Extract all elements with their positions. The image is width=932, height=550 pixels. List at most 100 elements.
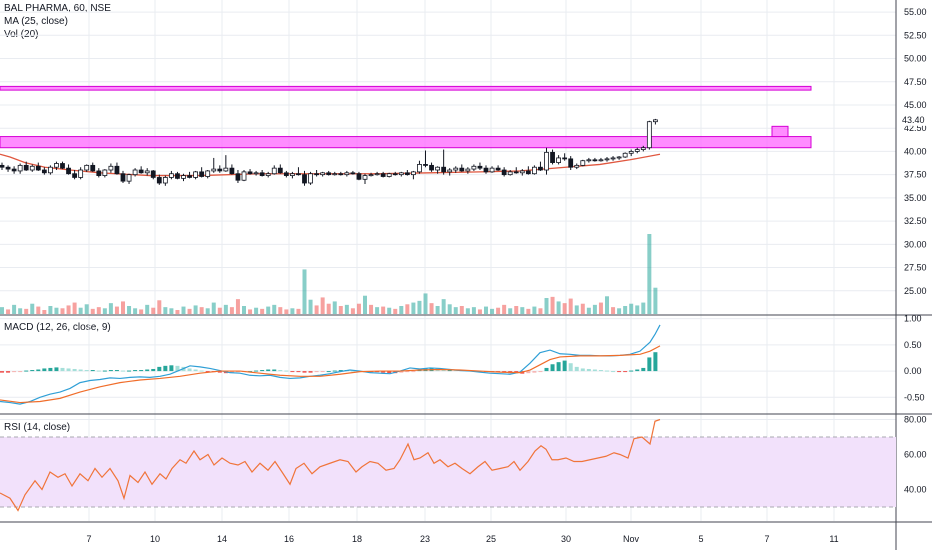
candle-body (501, 169, 507, 176)
macd-hist-bar (272, 369, 277, 372)
macd-hist-bar (78, 369, 83, 372)
candle-body (338, 173, 344, 176)
candle-body (181, 175, 186, 179)
time-tick-label: 30 (561, 534, 571, 544)
volume-bar (217, 307, 222, 314)
volume-bar (423, 293, 428, 314)
candle-body (380, 173, 386, 177)
price-tick-label: 42.50 (904, 123, 927, 133)
volume-bar (278, 307, 283, 314)
volume-bar (562, 303, 567, 314)
candle-body (580, 160, 586, 166)
volume-bar (617, 308, 622, 314)
volume-bar (66, 305, 71, 314)
macd-hist-bar (48, 367, 53, 372)
time-tick-label: 7 (86, 534, 91, 544)
volume-bar (635, 305, 640, 314)
resistance-zone (0, 136, 812, 149)
volume-bar (520, 307, 525, 314)
price-tick-label: 40.00 (904, 146, 927, 156)
volume-bar (453, 307, 458, 314)
candle-body (120, 173, 126, 182)
candle-body (544, 151, 549, 171)
macd-hist-bar (90, 370, 95, 372)
candle-body (29, 165, 35, 171)
macd-hist-bar (598, 370, 603, 372)
volume-bar (308, 299, 313, 314)
volume-bar (538, 308, 543, 314)
macd-hist-bar (229, 371, 234, 373)
rsi-line (0, 418, 661, 512)
volume-bar (405, 304, 410, 314)
volume-bar (623, 306, 628, 314)
volume-bar (229, 307, 234, 314)
candle-body (459, 167, 465, 172)
macd-hist-bar (586, 368, 591, 372)
macd-hist-bar (84, 370, 89, 372)
rsi-tick-label: 60.00 (904, 450, 927, 460)
volume-bar (381, 306, 386, 314)
candle-body (653, 119, 658, 123)
candle-body (423, 164, 428, 166)
candle-body (326, 172, 332, 176)
macd-hist-bar (350, 370, 355, 372)
macd-hist-bar (302, 371, 307, 373)
candle-body (362, 175, 368, 180)
candle-body (392, 173, 398, 176)
macd-hist-bar (151, 368, 156, 372)
candle-body (356, 173, 362, 180)
candle-body (211, 168, 217, 172)
price-tick-label: 35.00 (904, 193, 927, 203)
macd-hist-bar (266, 369, 271, 372)
macd-hist-bar (326, 371, 331, 373)
legend-rsi: RSI (14, close) (4, 422, 71, 433)
macd-hist-bar (544, 367, 549, 372)
legend-symbol: BAL PHARMA, 60, NSE (4, 3, 111, 14)
candle-body (259, 172, 265, 176)
price-tick-label: 27.50 (904, 263, 927, 273)
candle-body (622, 152, 628, 158)
macd-hist-bar (550, 364, 555, 372)
candle-body (410, 171, 416, 176)
macd-hist-bar (568, 363, 573, 372)
volume-bar (266, 306, 271, 314)
candle-body (193, 171, 199, 178)
volume-bar (417, 300, 422, 314)
candle-body (465, 168, 471, 172)
volume-bar (18, 308, 23, 314)
volume-bar (139, 309, 144, 314)
resistance-zone-small (771, 125, 789, 138)
macd-hist-bar (205, 371, 210, 373)
macd-hist-bar (653, 352, 658, 372)
volume-bar (605, 296, 609, 314)
volume-bar (181, 306, 186, 314)
candle-body (205, 170, 211, 177)
volume-bar (102, 308, 107, 314)
volume-bar (369, 304, 374, 314)
macd-hist-bar (42, 368, 47, 372)
macd-hist-bar (387, 371, 392, 374)
volume-bar (96, 307, 101, 314)
volume-bar (254, 307, 259, 314)
candle-body (5, 166, 11, 170)
macd-hist-bar (121, 370, 125, 372)
volume-bar (90, 308, 95, 314)
candle-body (78, 169, 84, 178)
volume-bar (272, 304, 277, 314)
volume-bar (0, 307, 4, 314)
volume-bar (223, 304, 228, 314)
candle-body (489, 167, 495, 173)
candle-body (175, 173, 180, 179)
macd-hist-bar (338, 370, 343, 372)
candle-body (283, 172, 289, 176)
volume-bar (592, 304, 597, 314)
resistance-zone (0, 85, 812, 91)
volume-bar (429, 303, 434, 314)
candle-body (429, 164, 434, 171)
volume-bar (447, 304, 452, 314)
candle-body (132, 169, 138, 176)
volume-bar (169, 308, 174, 314)
candle-body (538, 166, 543, 171)
candle-body (513, 171, 519, 174)
